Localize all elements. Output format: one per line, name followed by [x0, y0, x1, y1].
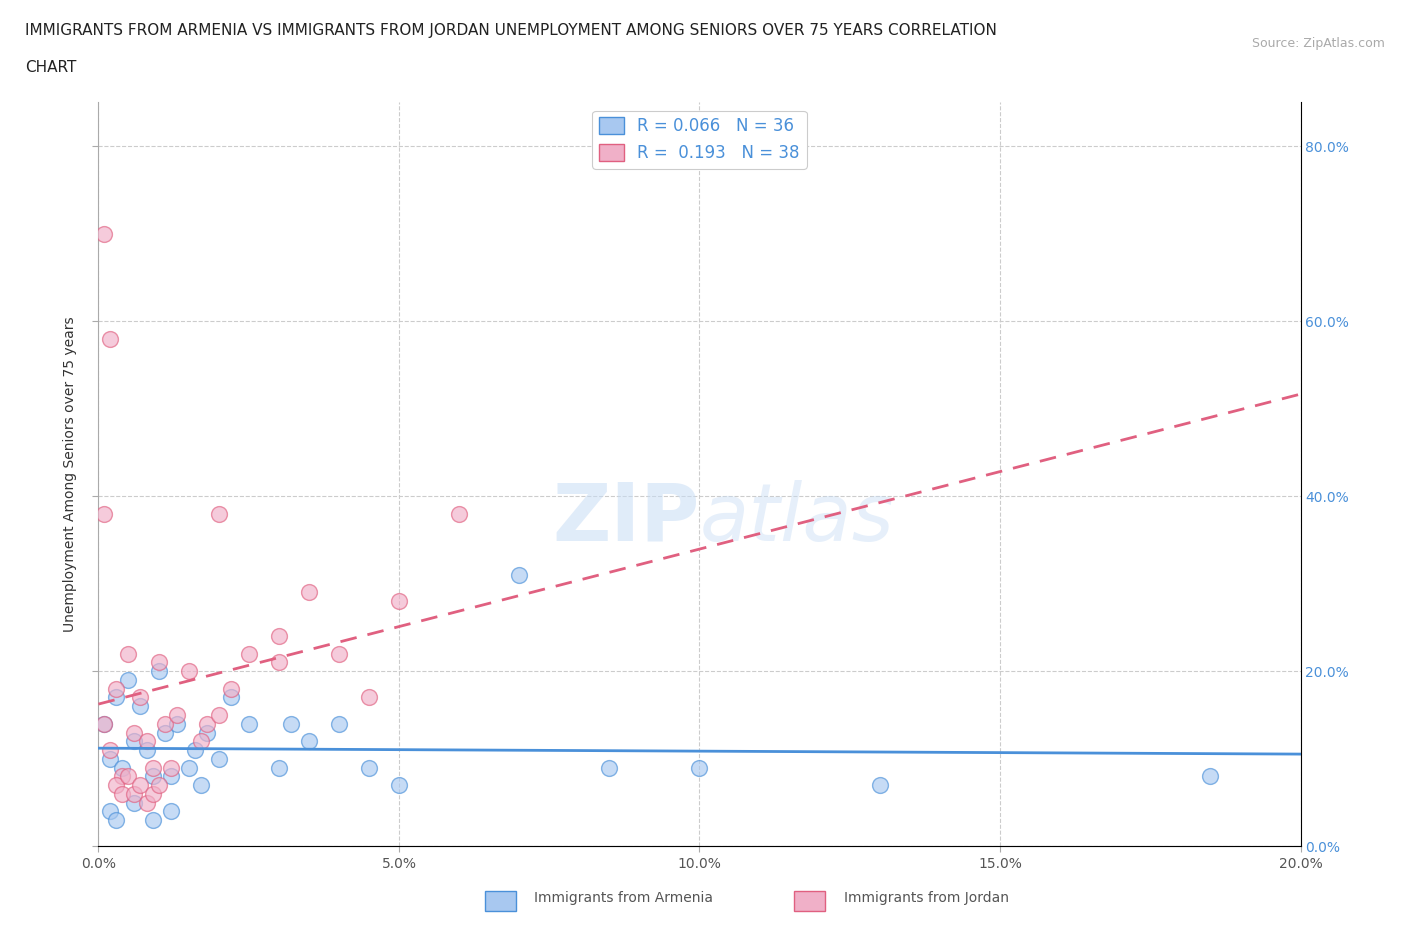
- Point: [153, 716, 176, 731]
- Point: [148, 777, 170, 792]
- Point: [129, 698, 152, 713]
- Bar: [485, 891, 516, 911]
- Point: [148, 655, 170, 670]
- Point: [141, 787, 163, 802]
- Point: [153, 725, 176, 740]
- Point: [100, 804, 122, 818]
- Point: [166, 716, 188, 731]
- Point: [93, 226, 115, 241]
- Point: [100, 742, 122, 757]
- Point: [141, 813, 163, 828]
- Point: [598, 760, 620, 775]
- Point: [357, 760, 380, 775]
- Legend: R = 0.066   N = 36, R =  0.193   N = 38: R = 0.066 N = 36, R = 0.193 N = 38: [592, 111, 807, 168]
- Point: [135, 742, 157, 757]
- Bar: [794, 891, 825, 911]
- Point: [141, 769, 163, 784]
- Point: [135, 795, 157, 810]
- Point: [208, 708, 231, 723]
- Point: [117, 672, 139, 687]
- Point: [100, 331, 122, 346]
- Point: [93, 716, 115, 731]
- Point: [129, 690, 152, 705]
- Point: [105, 682, 128, 697]
- Point: [1199, 769, 1222, 784]
- Point: [105, 813, 128, 828]
- Text: IMMIGRANTS FROM ARMENIA VS IMMIGRANTS FROM JORDAN UNEMPLOYMENT AMONG SENIORS OVE: IMMIGRANTS FROM ARMENIA VS IMMIGRANTS FR…: [25, 23, 997, 38]
- Point: [357, 690, 380, 705]
- Point: [148, 664, 170, 679]
- Point: [298, 734, 321, 749]
- Point: [177, 664, 200, 679]
- Point: [141, 760, 163, 775]
- Point: [135, 734, 157, 749]
- Point: [238, 716, 260, 731]
- Point: [159, 769, 181, 784]
- Text: Source: ZipAtlas.com: Source: ZipAtlas.com: [1251, 37, 1385, 50]
- Y-axis label: Unemployment Among Seniors over 75 years: Unemployment Among Seniors over 75 years: [63, 316, 77, 632]
- Point: [238, 646, 260, 661]
- Point: [388, 777, 411, 792]
- Point: [190, 777, 212, 792]
- Point: [388, 593, 411, 608]
- Point: [124, 787, 146, 802]
- Point: [124, 795, 146, 810]
- Point: [111, 787, 134, 802]
- Point: [159, 760, 181, 775]
- Point: [447, 506, 470, 521]
- Point: [105, 690, 128, 705]
- Point: [117, 646, 139, 661]
- Point: [267, 629, 290, 644]
- Point: [267, 655, 290, 670]
- Point: [183, 742, 205, 757]
- Point: [129, 777, 152, 792]
- Point: [689, 760, 711, 775]
- Point: [508, 567, 530, 582]
- Point: [219, 690, 242, 705]
- Point: [100, 751, 122, 766]
- Point: [280, 716, 302, 731]
- Point: [117, 769, 139, 784]
- Point: [195, 716, 218, 731]
- Point: [298, 585, 321, 600]
- Text: CHART: CHART: [25, 60, 77, 75]
- Text: atlas: atlas: [700, 480, 894, 558]
- Point: [159, 804, 181, 818]
- Text: Immigrants from Jordan: Immigrants from Jordan: [844, 891, 1008, 905]
- Point: [208, 506, 231, 521]
- Point: [328, 646, 350, 661]
- Point: [177, 760, 200, 775]
- Point: [195, 725, 218, 740]
- Point: [328, 716, 350, 731]
- Point: [124, 725, 146, 740]
- Text: Immigrants from Armenia: Immigrants from Armenia: [534, 891, 713, 905]
- Point: [208, 751, 231, 766]
- Point: [190, 734, 212, 749]
- Point: [93, 716, 115, 731]
- Point: [105, 777, 128, 792]
- Point: [166, 708, 188, 723]
- Point: [267, 760, 290, 775]
- Point: [869, 777, 891, 792]
- Point: [111, 769, 134, 784]
- Text: ZIP: ZIP: [553, 480, 700, 558]
- Point: [124, 734, 146, 749]
- Point: [111, 760, 134, 775]
- Point: [93, 506, 115, 521]
- Point: [219, 682, 242, 697]
